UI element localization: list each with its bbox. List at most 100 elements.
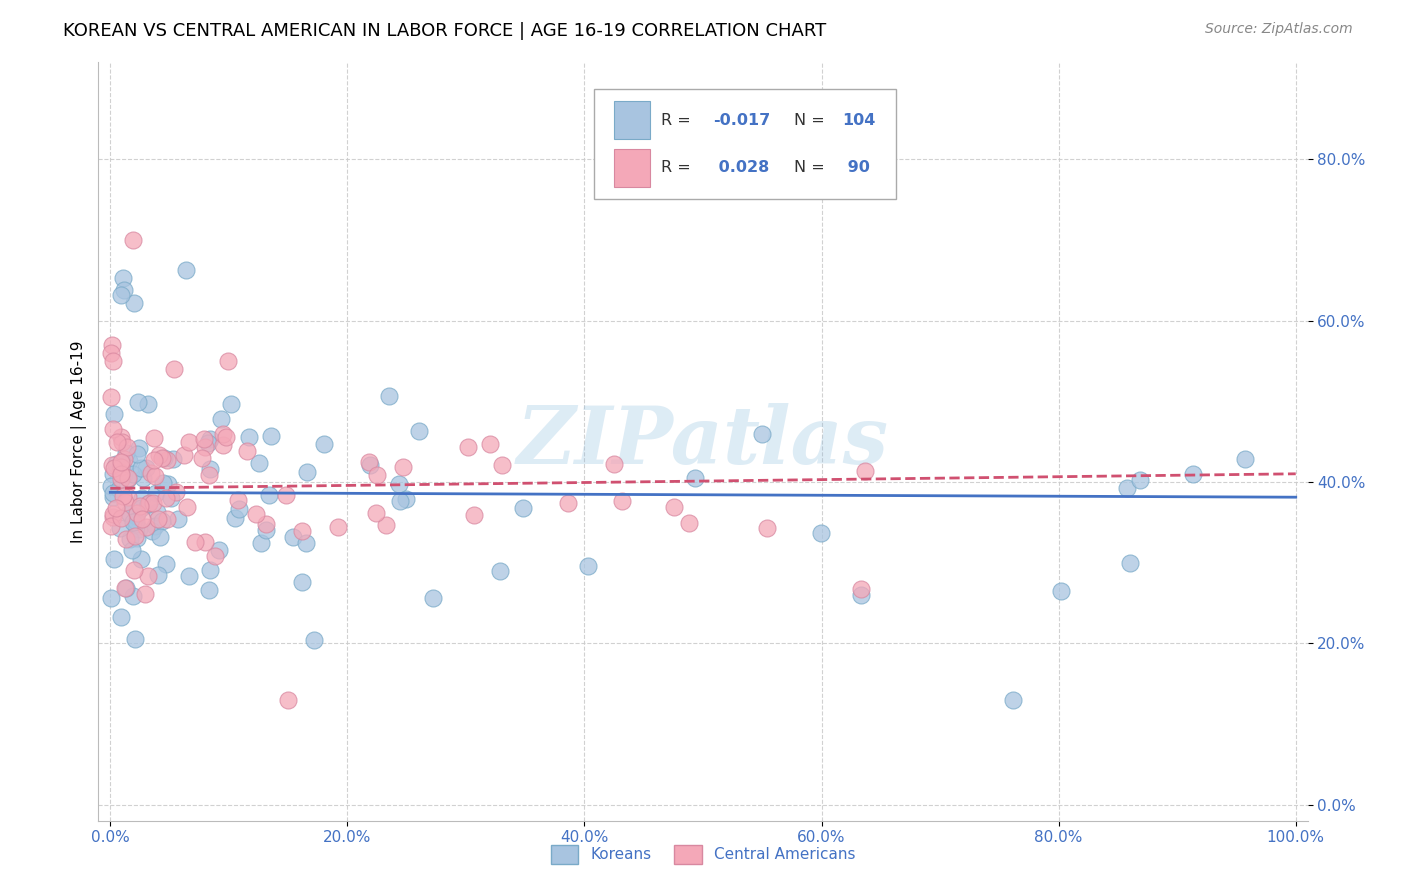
Point <box>274 488 297 502</box>
Point <box>177 434 200 449</box>
Point <box>101 486 124 500</box>
Point <box>156 453 179 467</box>
Point <box>366 468 388 483</box>
Point <box>678 516 700 530</box>
Point <box>610 494 633 508</box>
Point <box>103 407 125 421</box>
Point <box>198 467 221 482</box>
Point <box>214 430 236 444</box>
Point <box>125 509 148 524</box>
Point <box>115 440 138 454</box>
Point <box>101 467 124 482</box>
Point <box>101 422 124 436</box>
Point <box>124 632 146 646</box>
Point <box>117 490 139 504</box>
Point <box>235 443 257 458</box>
Point <box>250 535 273 549</box>
Point <box>110 287 132 301</box>
FancyBboxPatch shape <box>613 101 650 139</box>
Point <box>146 567 169 582</box>
Point <box>105 458 128 472</box>
Point <box>162 451 184 466</box>
Point <box>177 568 200 582</box>
Point <box>129 461 152 475</box>
Point <box>100 458 122 472</box>
Point <box>112 271 135 285</box>
Point <box>254 524 277 538</box>
Point <box>114 581 136 595</box>
Point <box>851 582 873 596</box>
Point <box>1050 584 1073 599</box>
Point <box>117 471 139 485</box>
Point <box>136 569 159 583</box>
Point <box>290 524 312 538</box>
Point <box>120 533 142 547</box>
Point <box>122 563 145 577</box>
Point <box>125 447 148 461</box>
Point <box>100 479 122 493</box>
Point <box>100 337 122 351</box>
Point <box>314 437 336 451</box>
Point <box>375 517 398 532</box>
Text: N =: N = <box>794 161 830 176</box>
Point <box>226 493 249 508</box>
Point <box>122 296 145 310</box>
Text: ZIPatlas: ZIPatlas <box>517 403 889 480</box>
Point <box>118 508 141 522</box>
Point <box>156 477 179 491</box>
Point <box>143 519 166 533</box>
Point <box>198 563 221 577</box>
Point <box>209 412 232 426</box>
Point <box>247 457 270 471</box>
Point <box>194 440 217 454</box>
Point <box>295 466 318 480</box>
Point <box>197 582 219 597</box>
Point <box>131 512 153 526</box>
Point <box>129 551 152 566</box>
Point <box>1129 473 1152 487</box>
Point <box>121 515 143 529</box>
Point <box>103 490 125 504</box>
Point <box>173 448 195 462</box>
Point <box>115 446 138 460</box>
Point <box>457 441 479 455</box>
Point <box>191 450 214 465</box>
Point <box>118 453 141 467</box>
Point <box>219 397 242 411</box>
Point <box>254 516 277 531</box>
Point <box>122 467 145 482</box>
Point <box>207 543 229 558</box>
Point <box>1001 692 1024 706</box>
Point <box>193 432 215 446</box>
Text: R =: R = <box>661 112 696 128</box>
Point <box>100 591 122 606</box>
Point <box>853 464 876 478</box>
Point <box>491 458 513 472</box>
Point <box>107 483 129 497</box>
Point <box>378 389 401 403</box>
Point <box>212 438 235 452</box>
Point <box>394 491 416 506</box>
Text: KOREAN VS CENTRAL AMERICAN IN LABOR FORCE | AGE 16-19 CORRELATION CHART: KOREAN VS CENTRAL AMERICAN IN LABOR FORC… <box>63 22 827 40</box>
Point <box>139 466 162 480</box>
Point <box>603 458 626 472</box>
Point <box>512 500 534 515</box>
Point <box>111 489 134 503</box>
Text: 90: 90 <box>842 161 870 176</box>
Point <box>238 430 260 444</box>
Point <box>131 491 153 505</box>
Point <box>110 435 132 450</box>
Point <box>143 453 166 467</box>
Legend: Koreans, Central Americans: Koreans, Central Americans <box>544 839 862 870</box>
Point <box>145 485 167 500</box>
FancyBboxPatch shape <box>613 149 650 186</box>
Point <box>110 467 132 482</box>
Point <box>184 534 207 549</box>
Point <box>145 468 167 483</box>
Point <box>245 507 267 521</box>
Point <box>194 535 217 549</box>
Point <box>141 524 163 539</box>
Point <box>108 465 131 479</box>
Point <box>112 452 135 467</box>
Point <box>756 521 779 535</box>
